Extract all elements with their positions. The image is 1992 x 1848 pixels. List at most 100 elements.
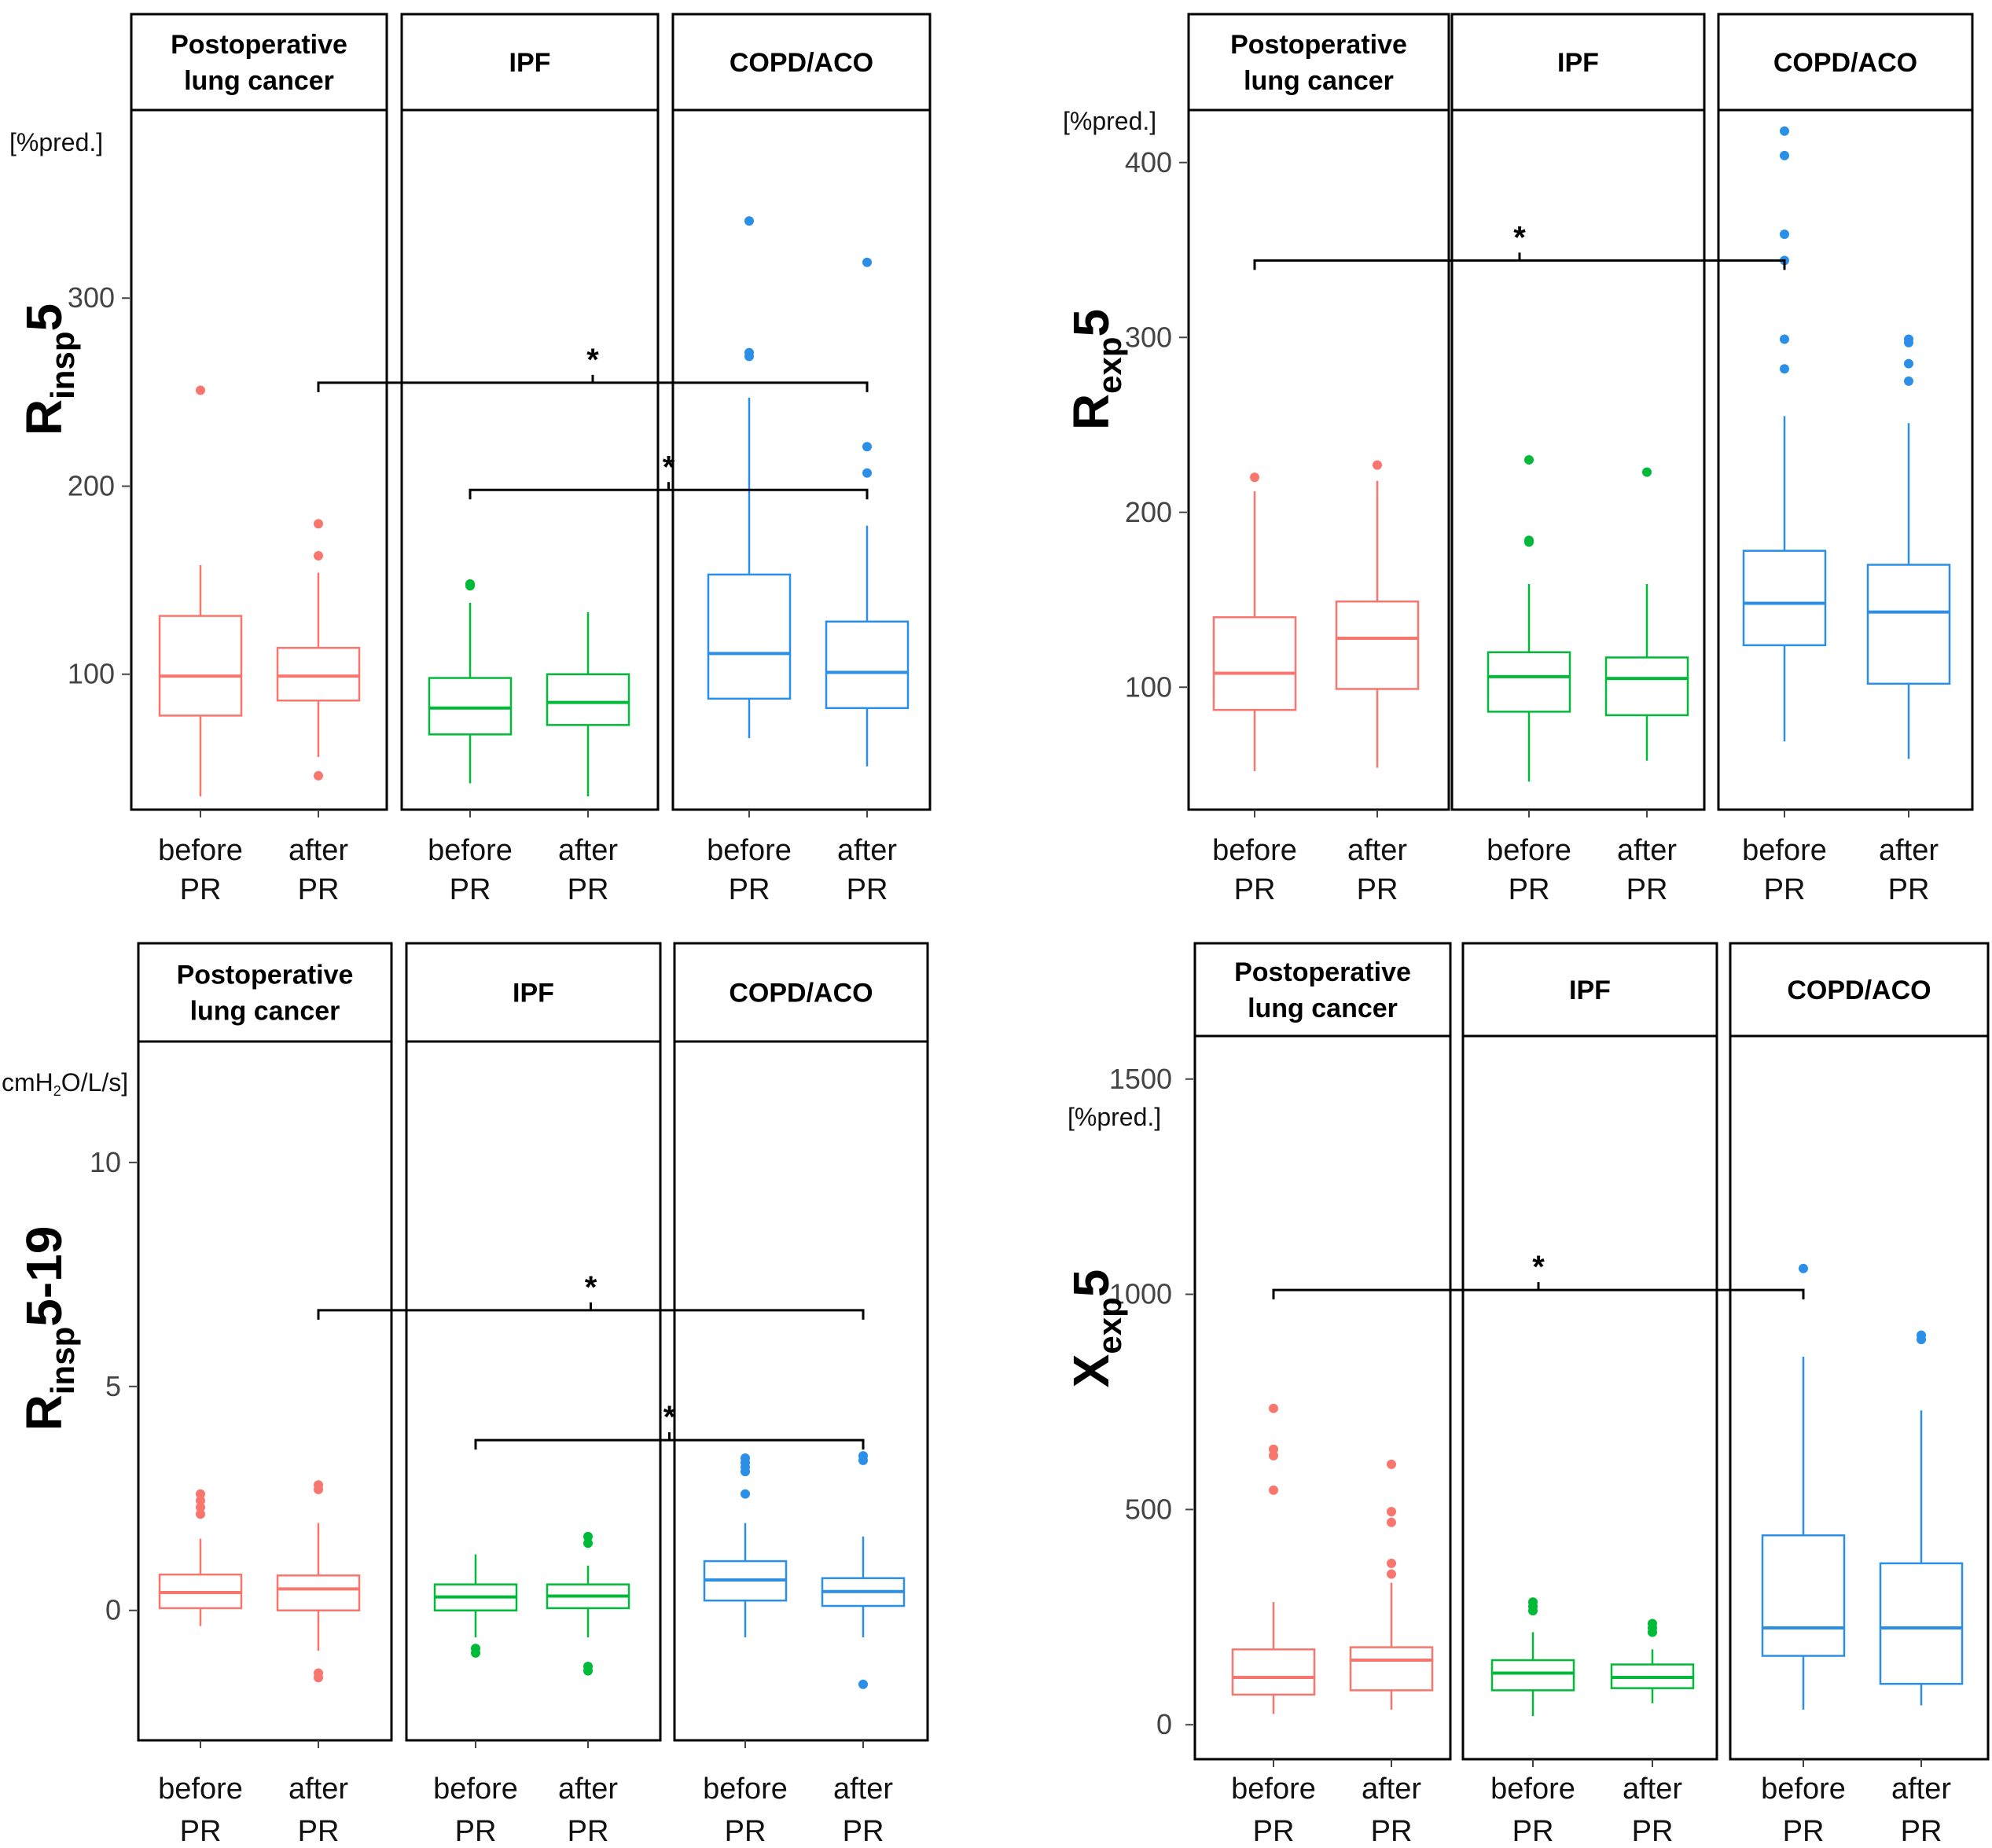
boxplot-p4-0-0	[1231, 1403, 1316, 1714]
x-tick-label: PR	[1509, 873, 1550, 906]
outlier-point	[196, 1509, 205, 1519]
boxplot-p4-1-0	[1490, 1597, 1575, 1717]
x-tick-label: PR	[180, 873, 222, 906]
outlier-point	[862, 257, 872, 267]
chart-p3: 0 5 10 cmH2O/L/s] Rinsp5-19 Postoperative lung…	[2, 942, 929, 1848]
x-tick-label: after	[289, 834, 348, 867]
x-tick-label: PR	[1626, 873, 1668, 906]
y-tick-label: 100	[1125, 670, 1172, 703]
facet-label: lung cancer	[1248, 994, 1398, 1023]
facet-label: lung cancer	[184, 66, 334, 96]
bracket-line	[469, 482, 869, 500]
y-axis-title: Rexp5	[1063, 309, 1128, 430]
boxplot-p3-2-0	[703, 1453, 788, 1637]
x-tick-label: before	[1487, 834, 1571, 867]
x-tick-label: PR	[298, 873, 340, 906]
bracket-line	[1253, 252, 1786, 270]
box-iqr	[1879, 1562, 1964, 1685]
boxplot-p3-1-1	[546, 1531, 630, 1676]
y-tick-label: 100	[68, 658, 115, 690]
boxplot-p3-0-0	[158, 1489, 243, 1626]
bracket-line	[474, 1432, 865, 1450]
facet-label: lung cancer	[1244, 66, 1394, 96]
facet-header	[400, 13, 660, 112]
outlier-point	[1387, 1459, 1396, 1469]
x-tick-label: before	[433, 1773, 518, 1806]
boxplot-p4-2-1	[1879, 1330, 1964, 1706]
x-tick-label: before	[1231, 1773, 1316, 1806]
panel-frame	[1193, 1034, 1452, 1761]
y-unit-label: [%pred.]	[1063, 107, 1156, 135]
outlier-point	[1387, 1517, 1396, 1527]
outlier-point	[1904, 337, 1913, 347]
boxplot-p1-2-0	[707, 216, 792, 739]
x-tick-label: PR	[1371, 1815, 1413, 1848]
y-unit-label: cmH2O/L/s]	[2, 1068, 128, 1099]
x-tick-label: PR	[1764, 873, 1806, 906]
significance-star: *	[1532, 1250, 1545, 1284]
x-tick-label: after	[1879, 834, 1939, 867]
x-tick-label: before	[158, 1773, 243, 1806]
panel-p4-2: COPD/ACO before PR after PR	[1729, 942, 1990, 1848]
outlier-point	[862, 442, 872, 452]
x-tick-label: before	[428, 834, 513, 867]
y-tick-label: 300	[68, 281, 115, 314]
y-axis-title: Rinsp5-19	[16, 1226, 81, 1431]
facet-label: Postoperative	[1230, 30, 1407, 60]
outlier-point	[1780, 126, 1789, 136]
x-tick-label: PR	[1901, 1815, 1942, 1848]
outlier-point	[1780, 150, 1789, 160]
outlier-point	[744, 351, 754, 362]
outlier-point	[858, 1679, 868, 1689]
y-tick-label: 500	[1125, 1493, 1172, 1525]
facet-label: Postoperative	[1234, 957, 1411, 987]
outlier-point	[314, 770, 323, 781]
facet-header	[1461, 942, 1718, 1038]
boxplot-p4-1-1	[1610, 1618, 1695, 1703]
x-tick-label: PR	[843, 1815, 884, 1848]
x-tick-label: after	[833, 1773, 893, 1806]
box-iqr	[1487, 651, 1571, 713]
significance-star: *	[1513, 220, 1526, 255]
panel-p1-1: IPF before PR after PR	[400, 13, 660, 906]
outlier-point	[1387, 1507, 1396, 1517]
outlier-point	[744, 216, 754, 226]
x-tick-label: PR	[1888, 873, 1930, 906]
facet-label: COPD/ACO	[729, 979, 873, 1009]
panel-p4-0: Postoperative lung cancer before PR after PR	[1193, 942, 1452, 1848]
outlier-point	[196, 1489, 205, 1499]
box-iqr	[1742, 549, 1827, 647]
y-tick-label: 200	[68, 469, 115, 501]
facet-label: lung cancer	[190, 997, 340, 1027]
significance-bracket: *	[317, 343, 869, 392]
y-tick-label: 10	[90, 1146, 121, 1178]
panel-p4-1: IPF before PR after PR	[1461, 942, 1718, 1848]
outlier-point	[1524, 455, 1534, 465]
y-tick-label: 0	[105, 1594, 121, 1626]
boxplot-p1-2-1	[825, 257, 910, 766]
x-tick-label: PR	[847, 873, 888, 906]
outlier-point	[1269, 1403, 1278, 1413]
panel-frame	[1461, 1034, 1718, 1761]
y-tick-label: 400	[1125, 146, 1172, 178]
outlier-point	[465, 581, 475, 591]
bracket-line	[1272, 1282, 1805, 1300]
x-tick-label: PR	[1357, 873, 1398, 906]
panel-frame	[671, 108, 932, 811]
y-tick-label: 0	[1156, 1708, 1172, 1740]
x-tick-label: after	[289, 1773, 348, 1806]
box-iqr	[276, 646, 361, 702]
boxplot-p3-1-0	[433, 1554, 518, 1658]
outlier-point	[1387, 1569, 1396, 1579]
panel-p3-2: COPD/ACO before PR after PR	[673, 942, 929, 1848]
boxplot-p2-2-0	[1742, 126, 1827, 742]
x-tick-label: after	[1623, 1773, 1682, 1806]
outlier-point	[314, 519, 323, 529]
y-tick-label: 5	[105, 1370, 121, 1402]
outlier-point	[1648, 1627, 1657, 1637]
panel-p3-1: IPF before PR after PR	[405, 942, 662, 1848]
facet-header	[1717, 13, 1974, 112]
outlier-point	[1642, 467, 1652, 477]
significance-bracket: *	[1272, 1250, 1805, 1300]
